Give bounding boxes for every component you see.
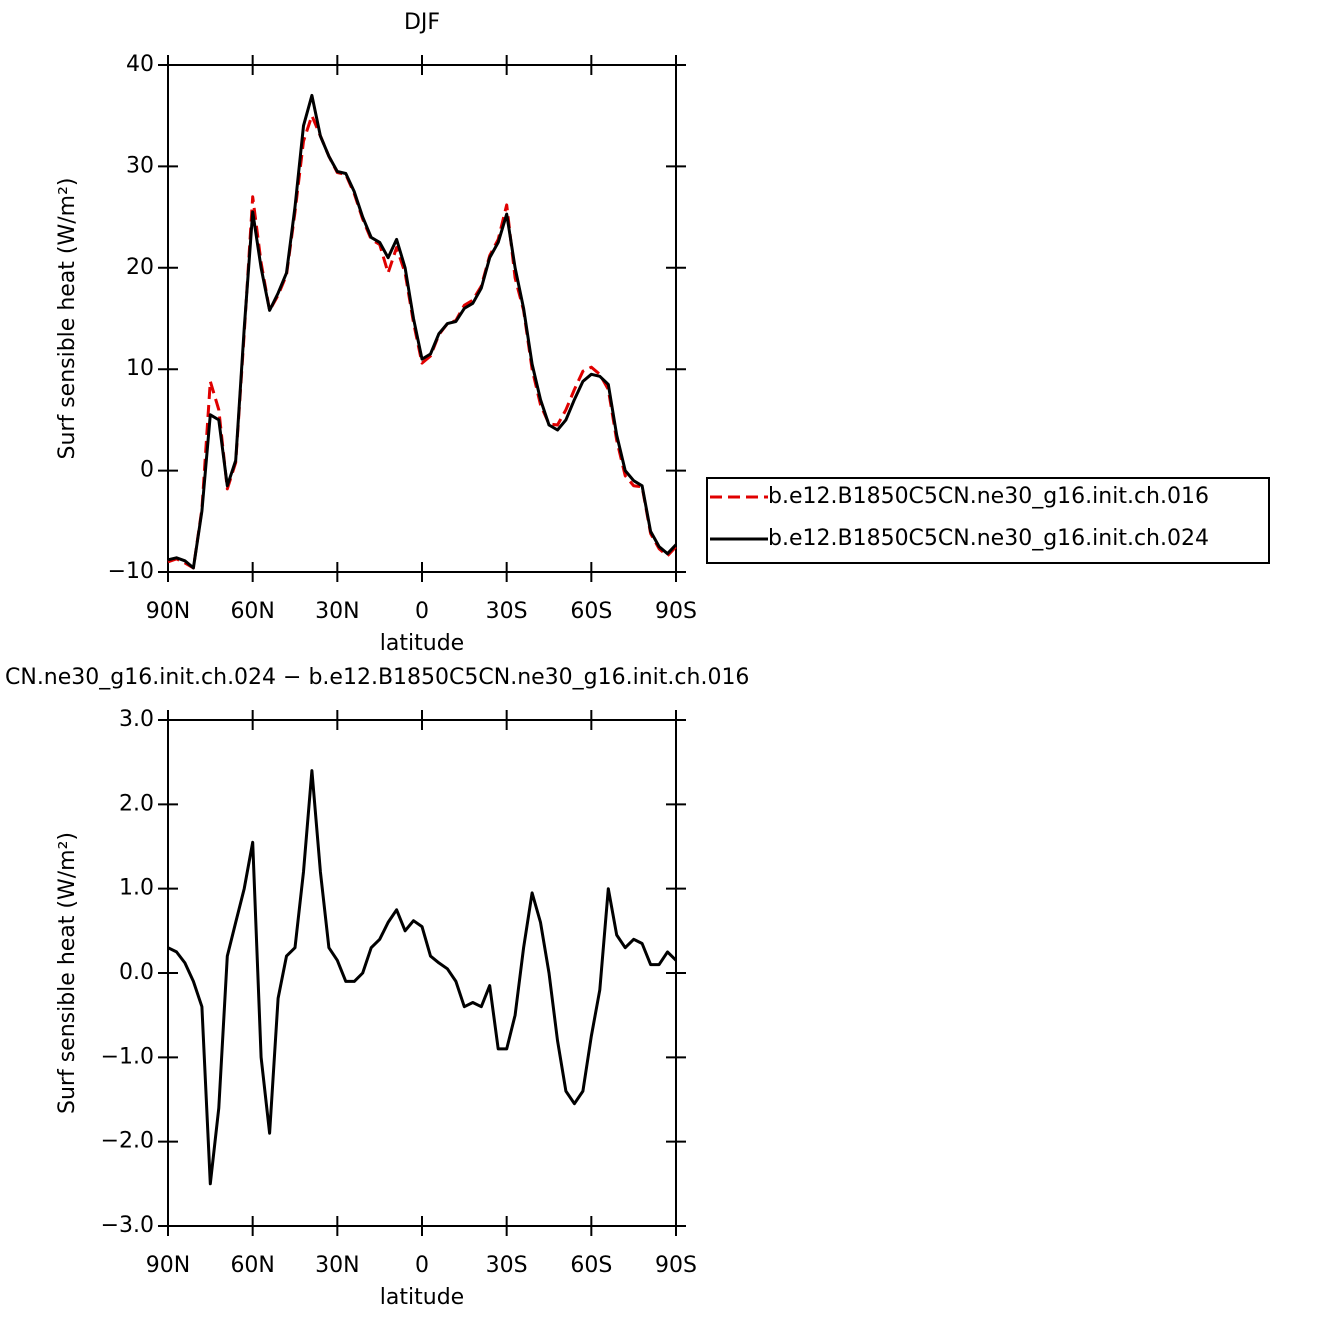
- legend-box: [706, 477, 1270, 564]
- y-tick-label: 30: [126, 153, 154, 178]
- y-tick-label: 0: [140, 458, 154, 483]
- x-tick-label: 60N: [230, 1253, 274, 1278]
- y-axis-label: Surf sensible heat (W/m²): [55, 832, 80, 1114]
- chart-title: CN.ne30_g16.init.ch.024 − b.e12.B1850C5C…: [5, 665, 749, 690]
- y-tick-label: 3.0: [119, 707, 154, 732]
- y-tick-label: 0.0: [119, 960, 154, 985]
- y-tick-label: 10: [126, 356, 154, 381]
- x-tick-label: 60S: [570, 1253, 612, 1278]
- y-tick-label: 40: [126, 52, 154, 77]
- y-tick-label: 2.0: [119, 791, 154, 816]
- data-line: [167, 93, 678, 570]
- y-tick-label: −2.0: [101, 1129, 154, 1154]
- x-tick-label: 30S: [486, 599, 528, 624]
- y-tick-label: 1.0: [119, 876, 154, 901]
- x-tick-label: 90S: [655, 1253, 697, 1278]
- x-axis-label: latitude: [380, 631, 464, 656]
- x-tick-label: 60S: [570, 599, 612, 624]
- x-tick-label: 90S: [655, 599, 697, 624]
- legend-label: b.e12.B1850C5CN.ne30_g16.init.ch.024: [768, 526, 1209, 551]
- legend-label: b.e12.B1850C5CN.ne30_g16.init.ch.016: [768, 484, 1209, 509]
- x-axis-label: latitude: [380, 1285, 464, 1310]
- x-tick-label: 90N: [146, 599, 190, 624]
- chart-title: DJF: [404, 10, 440, 35]
- x-tick-label: 0: [415, 1253, 429, 1278]
- y-tick-label: −1.0: [101, 1044, 154, 1069]
- x-tick-label: 90N: [146, 1253, 190, 1278]
- x-tick-label: 60N: [230, 599, 274, 624]
- x-tick-label: 30N: [315, 599, 359, 624]
- x-tick-label: 30S: [486, 1253, 528, 1278]
- data-line: [167, 769, 678, 1186]
- data-line: [167, 114, 678, 570]
- y-tick-label: −10: [108, 559, 154, 584]
- y-tick-label: −3.0: [101, 1213, 154, 1238]
- x-tick-label: 30N: [315, 1253, 359, 1278]
- x-tick-label: 0: [415, 599, 429, 624]
- y-tick-label: 20: [126, 255, 154, 280]
- y-axis-label: Surf sensible heat (W/m²): [55, 178, 80, 460]
